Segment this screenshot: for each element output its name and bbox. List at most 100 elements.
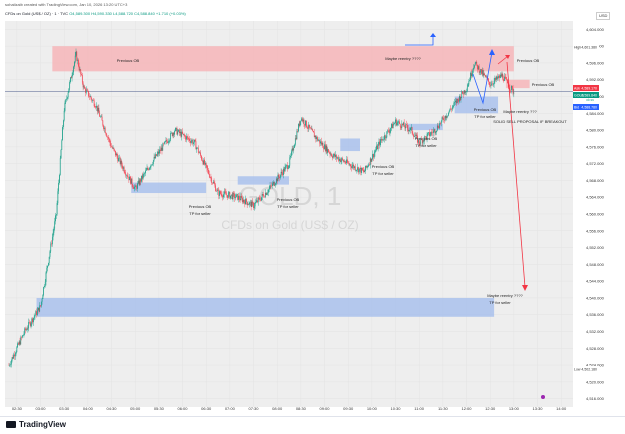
candle-up	[398, 121, 400, 123]
badge-bid-value: 4,588.780	[581, 106, 597, 110]
candle-down	[147, 168, 149, 169]
candle-down	[488, 78, 489, 82]
candle-down	[224, 191, 226, 193]
candle-down	[213, 181, 215, 184]
candle-down	[489, 81, 490, 85]
badge-low-label: Low	[574, 368, 581, 372]
zone-label-previous-ob: Previous OB	[372, 164, 395, 169]
candle-down	[276, 178, 278, 182]
candle-down	[87, 90, 89, 92]
y-tick-label: 4,524.000	[586, 363, 605, 368]
author-line: sohailzaib created with TradingView.com,…	[5, 2, 128, 7]
candle-down	[156, 154, 157, 156]
candle-down	[82, 82, 84, 88]
candle-down	[197, 147, 199, 153]
candle-up	[42, 294, 44, 299]
badge-gold-bg	[573, 92, 599, 98]
y-tick-label: 4,580.000	[586, 128, 605, 133]
candle-up	[269, 185, 271, 189]
candle-up	[50, 243, 52, 252]
candle-down	[104, 127, 106, 133]
candle-down	[85, 88, 86, 93]
candle-up	[139, 179, 141, 185]
badge-gold-value: 4,589.840	[581, 94, 597, 98]
candle-up	[433, 130, 434, 133]
candle-up	[474, 65, 475, 68]
candle-down	[29, 322, 30, 323]
candle-down	[76, 51, 78, 61]
candle-up	[164, 141, 166, 142]
candle-down	[206, 165, 208, 169]
candle-up	[266, 193, 268, 195]
symbol-legend[interactable]: CFDs on Gold (US$ / OZ) · 1 · TVC O4,589…	[5, 10, 186, 17]
candle-up	[49, 251, 51, 257]
candle-down	[111, 147, 113, 149]
candle-up	[340, 160, 342, 162]
candle-up	[513, 92, 515, 94]
candle-down	[252, 201, 254, 203]
candle-down	[259, 197, 261, 200]
candle-up	[17, 343, 18, 348]
candle-up	[219, 191, 220, 196]
candle-up	[73, 66, 74, 73]
candle-down	[233, 192, 235, 194]
x-tick-label: 04:00	[83, 406, 94, 411]
candle-down	[88, 91, 89, 97]
currency-button[interactable]: USD	[596, 12, 611, 20]
candle-down	[32, 318, 33, 323]
candle-down	[80, 69, 82, 75]
candle-up	[446, 116, 448, 118]
candle-up	[70, 77, 71, 83]
candle-up	[115, 153, 117, 156]
candle-down	[510, 89, 512, 91]
candle-down	[211, 177, 213, 183]
candle-up	[302, 119, 304, 122]
candle-down	[319, 139, 321, 144]
y-tick-label: 4,604.000	[586, 27, 605, 32]
candle-up	[341, 158, 343, 161]
candle-up	[287, 167, 289, 169]
candle-down	[218, 190, 220, 196]
candle-up	[10, 360, 12, 365]
candle-down	[188, 138, 190, 140]
candle-up	[283, 168, 284, 175]
candle-up	[77, 59, 78, 61]
candle-down	[481, 69, 482, 74]
candle-down	[455, 100, 457, 103]
badge-ask-bg	[573, 85, 599, 91]
candle-up	[145, 170, 146, 174]
candle-down	[495, 78, 497, 80]
candle-up	[257, 197, 259, 203]
candle-down	[89, 96, 90, 98]
candle-down	[200, 152, 201, 156]
candle-down	[432, 132, 433, 134]
candle-up	[9, 365, 11, 366]
candle-up	[279, 174, 281, 178]
candle-down	[178, 129, 180, 134]
candle-down	[417, 135, 418, 143]
candle-up	[511, 86, 512, 91]
candle-down	[283, 168, 285, 172]
candle-up	[460, 97, 462, 100]
candle-down	[462, 93, 464, 95]
candle-up	[291, 151, 292, 156]
zone-label-tp: TP for seller	[474, 114, 496, 119]
candle-down	[476, 61, 478, 65]
candle-up	[71, 75, 73, 79]
candle-up	[483, 73, 485, 76]
x-tick-label: 04:30	[106, 406, 117, 411]
candle-down	[130, 176, 131, 184]
demand-zone	[237, 176, 289, 185]
candle-up	[394, 123, 396, 124]
candle-down	[167, 141, 168, 143]
candle-down	[440, 123, 441, 124]
candle-up	[268, 189, 269, 193]
candle-down	[278, 174, 280, 177]
candle-down	[362, 167, 363, 171]
candle-down	[102, 120, 104, 126]
tradingview-logo[interactable]: TradingView	[6, 420, 66, 429]
candle-down	[313, 132, 315, 138]
candle-up	[337, 157, 339, 158]
zone-label-previous-ob: Previous OB	[415, 136, 438, 141]
